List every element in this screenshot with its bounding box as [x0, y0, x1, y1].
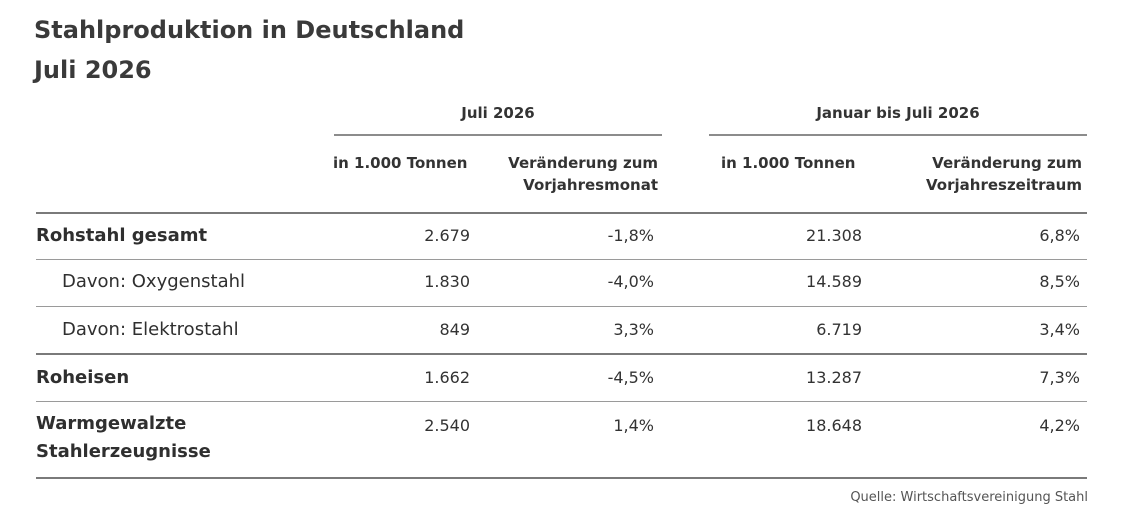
- row-label-roheisen: Roheisen: [36, 367, 130, 388]
- cell: 1.662: [424, 368, 470, 387]
- source-note: Quelle: Wirtschaftsvereinigung Stahl: [850, 490, 1088, 505]
- cell: 6,8%: [1039, 226, 1080, 245]
- cell: 14.589: [806, 272, 862, 291]
- cell: 4,2%: [1039, 416, 1080, 435]
- cell: 13.287: [806, 368, 862, 387]
- cell: 1.830: [424, 272, 470, 291]
- group-header-januar-juli-line: [709, 134, 1087, 136]
- cell: -4,0%: [607, 272, 654, 291]
- cell: 849: [439, 320, 470, 339]
- row-label-rohstahl: Rohstahl gesamt: [36, 225, 208, 246]
- col-header-tonnen-juli: in 1.000 Tonnen: [333, 154, 468, 172]
- cell: 18.648: [806, 416, 862, 435]
- cell: 3,3%: [613, 320, 654, 339]
- group-header-juli-line: [334, 134, 662, 136]
- row-label-elektrostahl: Davon: Elektrostahl: [62, 319, 239, 340]
- row-label-oxygenstahl: Davon: Oxygenstahl: [62, 271, 246, 292]
- row-divider: [36, 353, 1087, 355]
- row-divider: [36, 306, 1087, 307]
- table-bottom-line: [36, 477, 1087, 479]
- cell: 3,4%: [1039, 320, 1080, 339]
- col-header-veraenderung-zeitraum: Veränderung zum Vorjahreszeitraum: [926, 154, 1082, 194]
- row-divider: [36, 401, 1087, 402]
- cell: 8,5%: [1039, 272, 1080, 291]
- cell: 6.719: [816, 320, 862, 339]
- row-divider: [36, 259, 1087, 260]
- cell: 7,3%: [1039, 368, 1080, 387]
- cell: 2.679: [424, 226, 470, 245]
- group-header-januar-juli: Januar bis Juli 2026: [816, 104, 980, 122]
- chart-subtitle: Juli 2026: [34, 56, 152, 84]
- col-header-tonnen-jan-juli: in 1.000 Tonnen: [721, 154, 856, 172]
- cell: 21.308: [806, 226, 862, 245]
- cell: 2.540: [424, 416, 470, 435]
- cell: 1,4%: [613, 416, 654, 435]
- row-label-warmgewalzte: Warmgewalzte Stahlerzeugnisse: [36, 413, 211, 462]
- cell: -4,5%: [607, 368, 654, 387]
- col-header-veraenderung-monat: Veränderung zum Vorjahresmonat: [508, 154, 658, 194]
- group-header-juli: Juli 2026: [461, 104, 535, 122]
- chart-title: Stahlproduktion in Deutschland: [34, 16, 465, 44]
- header-divider: [36, 212, 1087, 214]
- cell: -1,8%: [607, 226, 654, 245]
